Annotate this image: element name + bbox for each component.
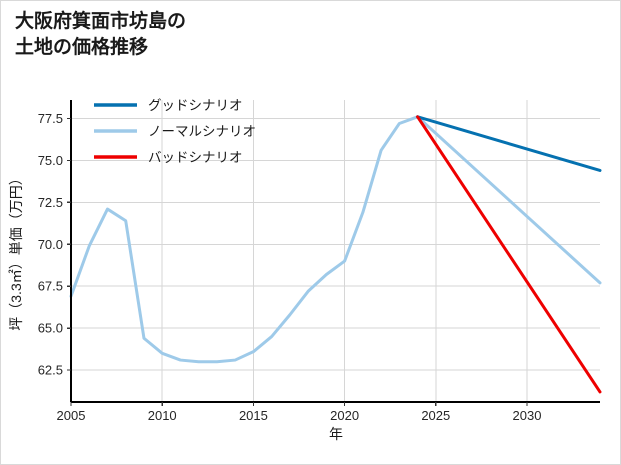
y-tick-label: 65.0 <box>38 321 63 336</box>
x-tick-label: 2010 <box>148 408 177 423</box>
y-tick-labels: 62.5 65.0 67.5 70.0 72.5 75.0 77.5 <box>38 111 71 378</box>
y-tick-label: 70.0 <box>38 237 63 252</box>
series-line <box>69 115 602 364</box>
series-lines <box>69 115 602 394</box>
y-tick-label: 75.0 <box>38 153 63 168</box>
series-line <box>416 115 602 394</box>
x-tick-labels: 2005 2010 2015 2020 2025 2030 <box>57 402 542 423</box>
y-tick-label: 67.5 <box>38 279 63 294</box>
y-axis-title: 坪（3.3㎡）単価（万円） <box>8 171 24 330</box>
x-tick-label: 2015 <box>239 408 268 423</box>
x-tick-label: 2020 <box>330 408 359 423</box>
x-tick-label: 2030 <box>513 408 542 423</box>
axis-lines <box>69 100 600 404</box>
x-gridlines <box>70 100 528 402</box>
y-tick-label: 72.5 <box>38 195 63 210</box>
legend-label: ノーマルシナリオ <box>148 124 256 139</box>
x-tick-label: 2025 <box>421 408 450 423</box>
y-tick-label: 62.5 <box>38 363 63 378</box>
y-tick-label: 77.5 <box>38 111 63 126</box>
page-title: 大阪府箕面市坊島の 土地の価格推移 <box>15 11 187 58</box>
x-tick-label: 2005 <box>57 408 86 423</box>
legend-label: グッドシナリオ <box>148 98 243 113</box>
y-gridlines <box>71 118 600 371</box>
x-axis-title: 年 <box>329 426 343 442</box>
series-line <box>416 115 602 172</box>
legend-label: バッドシナリオ <box>148 150 243 165</box>
